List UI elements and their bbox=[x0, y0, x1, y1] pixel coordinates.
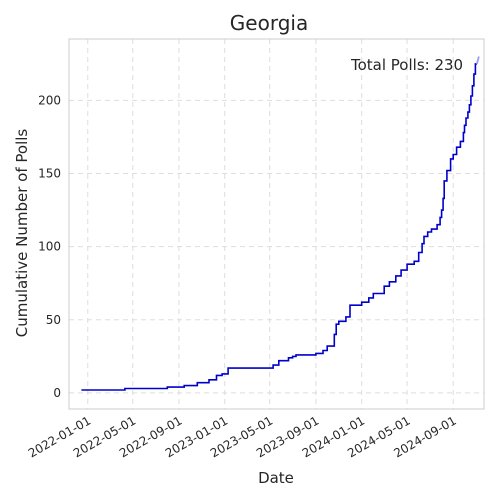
y-tick-label: 50 bbox=[46, 313, 61, 327]
cumulative-polls-line bbox=[81, 63, 477, 391]
y-tick-label: 100 bbox=[38, 240, 61, 254]
y-axis-label: Cumulative Number of Polls bbox=[13, 129, 31, 338]
latest-poll-segment bbox=[476, 56, 480, 65]
grid bbox=[69, 39, 484, 409]
series-layer bbox=[81, 56, 480, 391]
total-polls-annotation: Total Polls: 230 bbox=[350, 56, 463, 74]
y-tick-label: 0 bbox=[53, 386, 61, 400]
chart-title: Georgia bbox=[230, 11, 308, 35]
y-axis-ticks: 0 50 100 150 200 bbox=[38, 93, 61, 399]
x-axis-ticks: 2022-01-012022-05-012022-09-012023-01-01… bbox=[26, 413, 459, 460]
y-tick-label: 150 bbox=[38, 167, 61, 181]
x-axis-label: Date bbox=[258, 469, 294, 487]
y-tick-label: 200 bbox=[38, 93, 61, 107]
plot-frame bbox=[68, 38, 485, 410]
